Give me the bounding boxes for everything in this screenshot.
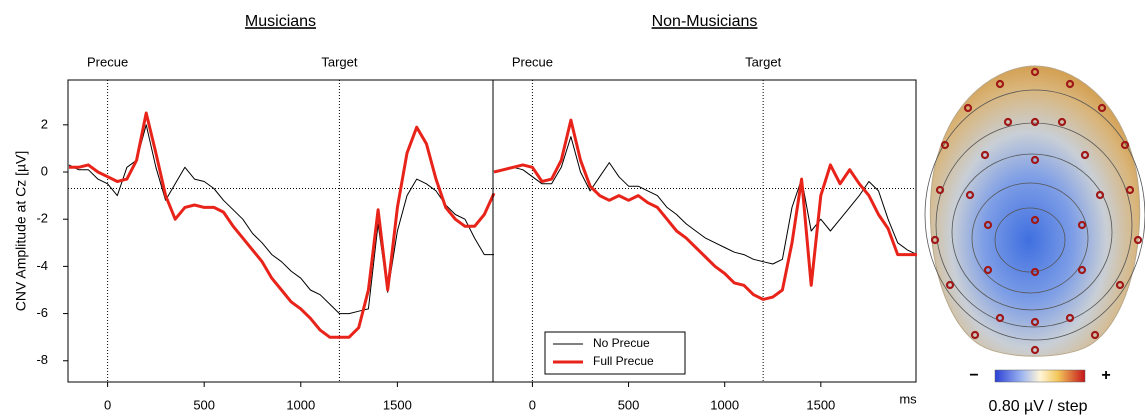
x-tick-label: 0 [529, 397, 536, 412]
y-tick-label: -2 [36, 211, 48, 226]
y-tick-label: 0 [41, 163, 48, 178]
event-label: Precue [87, 54, 128, 69]
figure: − + 0.80 µV / step Musicians CNV Amplitud… [0, 0, 1145, 418]
legend-label: No Precue [593, 336, 650, 350]
x-tick-label: 500 [618, 397, 640, 412]
plot-frame [68, 80, 493, 382]
panel-title: Musicians [245, 13, 316, 30]
series-line [494, 137, 917, 264]
x-tick-label: 500 [193, 397, 215, 412]
head [930, 66, 1139, 356]
color-bar [995, 370, 1085, 382]
scale-minus: − [969, 367, 978, 384]
y-axis-label: CNV Amplitude at Cz [µV] [13, 151, 29, 312]
scale-plus: + [1101, 367, 1110, 384]
event-label: Precue [512, 54, 553, 69]
y-tick-label: -4 [36, 258, 48, 273]
panel-title: Non-Musicians [652, 13, 758, 30]
legend-label: Full Precue [593, 354, 654, 368]
x-unit: ms [899, 391, 917, 406]
topomap: − + 0.80 µV / step [925, 66, 1145, 415]
series-line [494, 120, 917, 299]
y-tick-label: 2 [41, 116, 48, 131]
x-tick-label: 1000 [710, 397, 739, 412]
y-tick-label: -8 [36, 352, 48, 367]
scale-label: 0.80 µV / step [988, 398, 1087, 415]
x-tick-label: 1500 [383, 397, 412, 412]
event-label: Target [321, 54, 358, 69]
event-label: Target [745, 54, 782, 69]
y-tick-label: -6 [36, 305, 48, 320]
x-tick-label: 1500 [806, 397, 835, 412]
x-tick-label: 1000 [286, 397, 315, 412]
legend: No Precue Full Precue [545, 332, 685, 374]
series-line [69, 113, 494, 337]
panel: Non-Musicians 0 500 1000 1500 ms Precue Target N… [493, 13, 917, 412]
x-tick-label: 0 [104, 397, 111, 412]
panel: Musicians CNV Amplitude at Cz [µV] 0 500 100… [13, 13, 494, 412]
